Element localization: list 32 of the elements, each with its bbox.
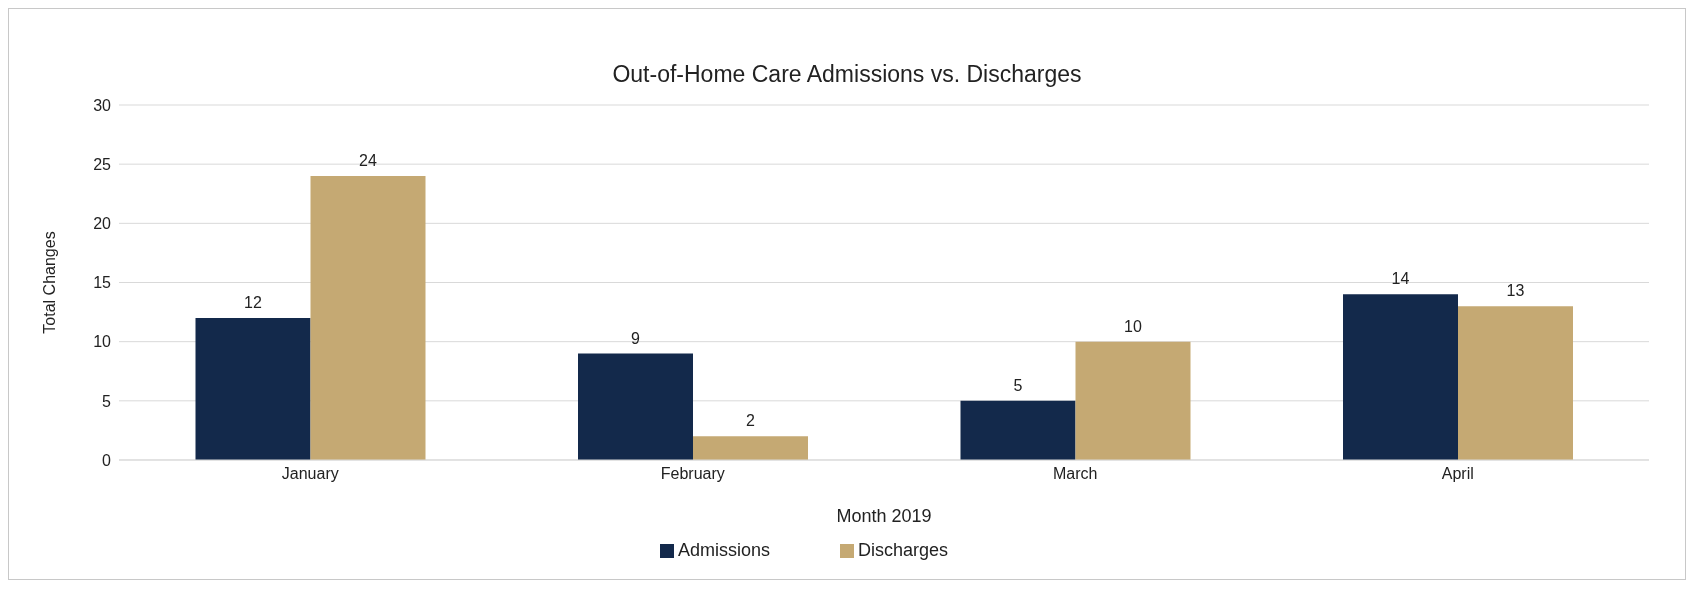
- y-axis-title: Total Changes: [40, 231, 58, 334]
- y-tick-label: 20: [93, 215, 112, 233]
- bar: [693, 436, 808, 460]
- bar: [578, 353, 693, 460]
- data-label: 10: [1124, 317, 1142, 335]
- y-tick-label: 10: [93, 333, 112, 351]
- data-label: 14: [1391, 270, 1410, 288]
- data-label: 2: [746, 412, 756, 430]
- data-label: 13: [1506, 282, 1525, 300]
- bar: [195, 318, 311, 460]
- chart-title: Out-of-Home Care Admissions vs. Discharges: [611, 60, 1083, 89]
- data-label: 12: [244, 294, 262, 311]
- y-tick-label: 30: [93, 96, 112, 114]
- data-label: 5: [1013, 376, 1023, 394]
- bar: [1458, 306, 1573, 460]
- bar: [1343, 294, 1458, 460]
- x-tick-label: March: [1053, 465, 1098, 483]
- y-tick-label: 0: [102, 451, 112, 469]
- y-tick-label: 5: [102, 392, 112, 410]
- data-label: 24: [359, 152, 377, 169]
- bar: [960, 400, 1076, 460]
- x-tick-label: April: [1441, 465, 1474, 483]
- data-label: 9: [631, 329, 641, 347]
- x-tick-label: January: [281, 465, 339, 483]
- x-tick-label: February: [660, 465, 725, 483]
- x-axis-title: Month 2019: [836, 506, 932, 526]
- bar: [1075, 341, 1191, 460]
- legend-label: Discharges: [857, 540, 949, 560]
- bar: [310, 176, 426, 460]
- legend-label: Admissions: [677, 540, 770, 560]
- y-tick-label: 15: [93, 274, 112, 292]
- y-tick-label: 25: [93, 155, 112, 173]
